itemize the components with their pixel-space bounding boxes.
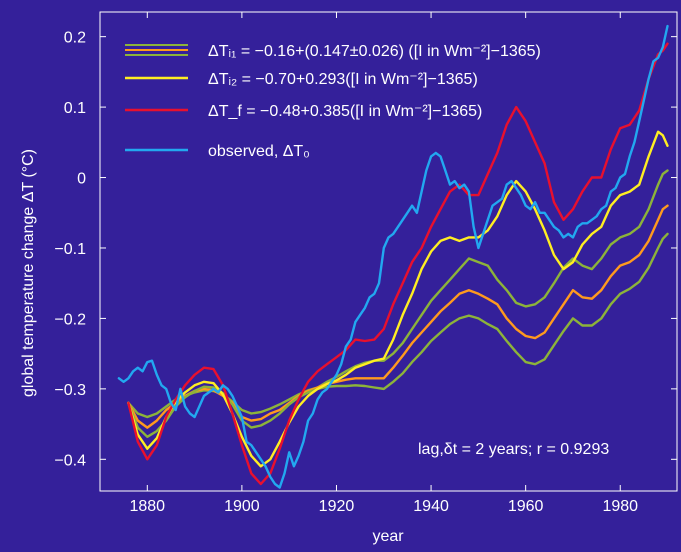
y-tick-label: −0.2 [54,311,86,328]
x-tick-label: 1940 [413,498,449,515]
y-axis-title: global temperature change ΔT (°C) [20,149,37,397]
axes: 1880 1900 1920 1940 1960 1980 0.2 0.1 0 −0.1 −0.2 −… [54,12,677,515]
legend-label-1: ΔTᵢ₂ = −0.70+0.293([I in Wm⁻²]−1365) [208,71,478,88]
x-tick-label: 1980 [602,498,638,515]
legend-label-0: ΔTᵢ₁ = −0.16+(0.147±0.026) ([I in Wm⁻²]−… [208,43,541,60]
y-tick-label: 0 [77,171,86,188]
y-tick-label: −0.1 [54,241,86,258]
series-line-1 [127,204,669,429]
y-tick-label: −0.4 [54,452,86,469]
series-line-4 [127,42,669,486]
x-axis-title: year [372,528,404,545]
series-layer [117,24,669,489]
series-line-5 [117,24,669,489]
legend-label-2: ΔT_f = −0.48+0.385([I in Wm⁻²]−1365) [208,103,482,120]
y-tick-label: −0.3 [54,382,86,399]
y-tick-label: 0.2 [64,30,86,47]
legend: ΔTᵢ₁ = −0.16+(0.147±0.026) ([I in Wm⁻²]−… [125,43,541,160]
legend-label-3: observed, ΔT₀ [208,143,310,160]
y-tick-label: 0.1 [64,100,86,117]
x-tick-label: 1920 [319,498,355,515]
x-tick-label: 1960 [508,498,544,515]
x-tick-label: 1900 [224,498,260,515]
annotation-text: lag,δt = 2 years; r = 0.9293 [418,441,609,458]
x-tick-label: 1880 [129,498,165,515]
